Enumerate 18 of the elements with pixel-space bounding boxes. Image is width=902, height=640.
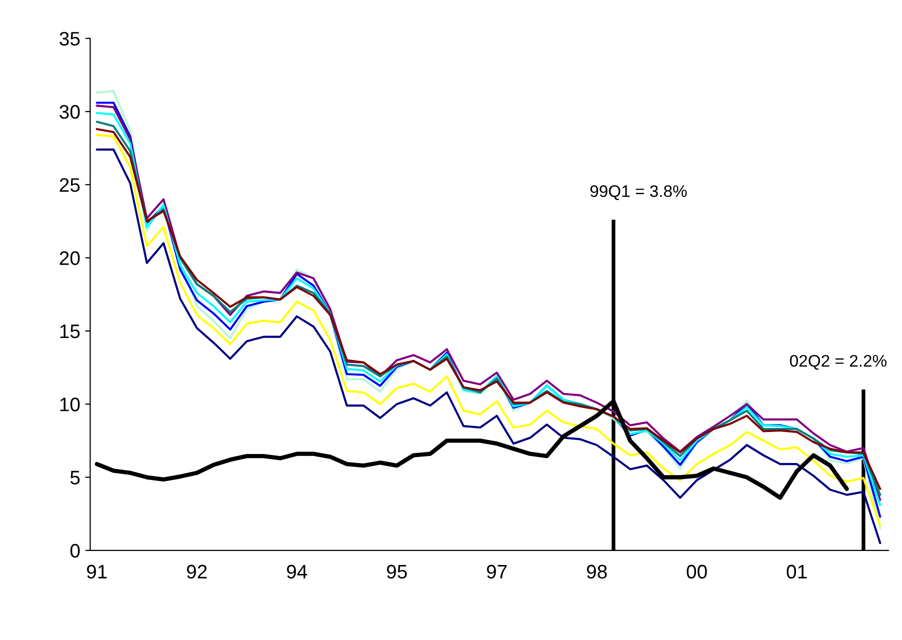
x-tick-label: 97: [486, 564, 507, 579]
y-tick-label: 20: [60, 251, 80, 266]
y-tick-label: 0: [70, 544, 80, 558]
x-tick-label: 98: [586, 564, 607, 579]
annotation: 99Q1 = 3.8%: [590, 185, 687, 200]
x-tick-label: 91: [86, 564, 107, 579]
x-tick-label: 92: [186, 564, 207, 579]
y-tick-label: 35: [60, 32, 80, 46]
y-tick-label: 25: [60, 178, 80, 192]
y-tick-label: 10: [60, 398, 80, 412]
x-tick-label: 00: [686, 564, 707, 579]
y-tick-label: 30: [60, 105, 80, 119]
y-tick-label: 5: [70, 470, 80, 484]
annotation: 02Q2 = 2.2%: [790, 354, 886, 370]
x-tick-label: 95: [386, 564, 407, 579]
y-tick-label: 15: [60, 324, 80, 338]
x-tick-label: 01: [786, 564, 807, 579]
x-tick-label: 94: [286, 564, 308, 579]
